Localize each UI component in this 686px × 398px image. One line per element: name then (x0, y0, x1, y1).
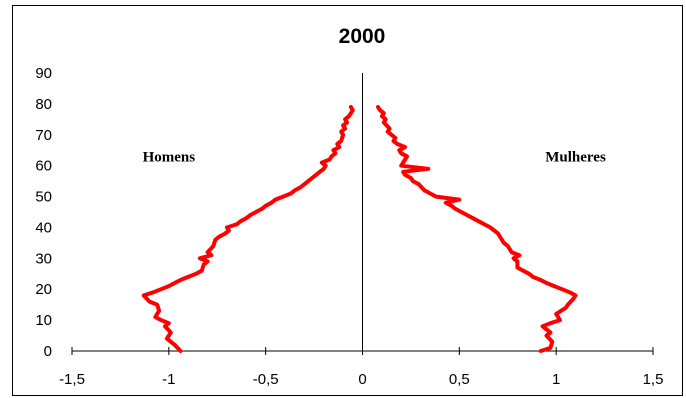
x-tick-label: 0,5 (449, 371, 470, 388)
annotation-label: Homens (143, 149, 196, 165)
annotation-label: Mulheres (545, 149, 606, 165)
y-tick-label: 20 (35, 281, 52, 298)
series-group (141, 105, 578, 353)
y-tick-label: 90 (35, 65, 52, 82)
x-tick-label: 1,5 (643, 371, 664, 388)
series-line-1 (141, 105, 355, 353)
x-tick-label: 1 (552, 371, 560, 388)
y-tick-label: 50 (35, 189, 52, 206)
annotations: Homens Mulheres (143, 149, 606, 165)
axes: -1,5 -1 -0,5 0 0,5 1 1,5 0 10 20 30 40 50 60 70 80 90 (35, 65, 663, 388)
x-tick-label: -1,5 (59, 371, 85, 388)
y-tick-label: 30 (35, 250, 52, 267)
y-tick-label: 60 (35, 158, 52, 175)
x-tick-label: -1 (162, 371, 175, 388)
y-tick-label: 70 (35, 127, 52, 144)
y-tick-label: 40 (35, 219, 52, 236)
y-tick-label: 10 (35, 312, 52, 329)
y-tick-label: 0 (44, 343, 52, 360)
y-tick-label: 80 (35, 96, 52, 113)
x-tick-label: -0,5 (253, 371, 279, 388)
chart-title: 2000 (339, 25, 386, 48)
x-tick-label: 0 (358, 371, 366, 388)
series-line-2 (376, 105, 578, 353)
chart-frame (12, 5, 683, 396)
